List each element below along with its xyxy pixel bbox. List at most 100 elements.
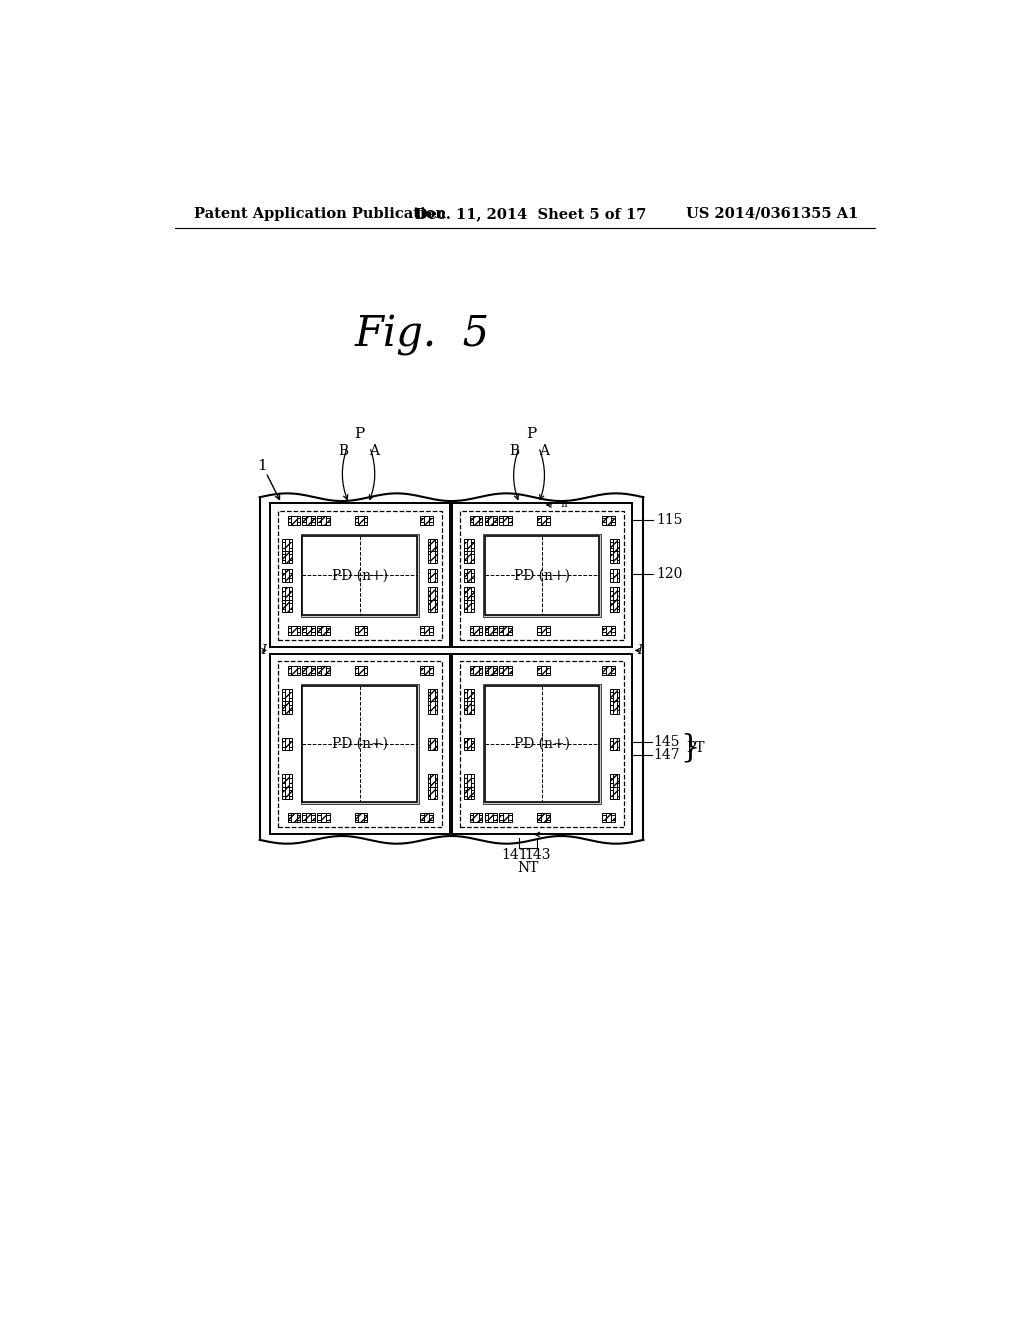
Bar [420,519,432,523]
Bar [285,569,289,582]
Bar [470,816,482,820]
Bar [283,689,292,701]
Bar [464,587,474,599]
Bar [606,516,611,525]
Bar [430,775,434,787]
Bar [503,626,508,635]
Bar [610,587,620,599]
Bar [291,516,297,525]
Bar [283,599,292,612]
Bar [602,626,614,635]
Bar [538,816,550,820]
Bar [278,661,442,826]
Bar [464,573,474,578]
Bar [464,775,474,787]
Bar [317,668,330,672]
Bar [283,701,292,714]
Bar [430,689,434,701]
Bar [317,516,330,525]
Bar [285,738,289,750]
Bar [283,603,292,609]
Bar [487,665,494,675]
Bar [610,539,620,552]
Bar [291,665,297,675]
Bar [285,775,289,787]
Bar [306,665,311,675]
Bar [428,569,437,582]
Text: PD (n+): PD (n+) [514,569,569,582]
Text: Fig.  5: Fig. 5 [355,314,490,356]
Bar [302,626,314,635]
Bar [483,535,601,616]
Bar [430,552,434,564]
Bar [464,701,474,714]
Bar [503,516,508,525]
Bar [610,775,620,787]
Bar [355,665,368,675]
Bar [302,536,417,615]
Bar [283,775,292,787]
Text: PT: PT [686,742,705,755]
Bar [321,626,326,635]
Bar [470,516,482,525]
Bar [302,628,314,632]
Bar [358,813,365,822]
Bar [500,626,512,635]
Bar [283,791,292,796]
Bar [283,569,292,582]
Bar [428,791,437,796]
Bar [355,668,368,672]
Bar [321,516,326,525]
Text: PD (n+): PD (n+) [332,569,388,582]
Bar [610,689,620,701]
Bar [503,665,508,675]
Bar [291,626,297,635]
Text: I: I [637,644,642,657]
Bar [467,587,471,599]
Bar [467,552,471,564]
Bar [288,668,300,672]
Bar [500,816,512,820]
Bar [610,554,620,560]
Bar [283,787,292,799]
Bar [321,665,326,675]
Bar [484,626,497,635]
Text: Dec. 11, 2014  Sheet 5 of 17: Dec. 11, 2014 Sheet 5 of 17 [415,207,646,220]
Bar [283,742,292,747]
Bar [464,543,474,548]
Bar [602,816,614,820]
Bar [428,775,437,787]
Bar [612,787,616,799]
Bar [285,689,289,701]
Text: 141: 141 [502,849,528,862]
Bar [464,777,474,783]
Bar [470,668,482,672]
Text: 115: 115 [656,513,683,527]
Bar [612,599,616,612]
Bar [317,626,330,635]
Bar [302,816,314,820]
Bar [464,689,474,701]
Bar [610,599,620,612]
Bar [470,665,482,675]
Bar [270,503,450,647]
Bar [538,668,550,672]
Text: 145: 145 [653,735,680,748]
Bar [428,705,437,710]
Bar [484,686,599,803]
Bar [464,552,474,564]
Bar [321,813,326,822]
Bar [602,628,614,632]
Text: }: } [680,733,699,764]
Bar [484,668,497,672]
Bar [473,626,479,635]
Bar [610,738,620,750]
Bar [355,816,368,820]
Bar [428,554,437,560]
Text: II: II [560,500,568,510]
Bar [460,511,624,640]
Bar [602,519,614,523]
Bar [428,738,437,750]
Bar [302,519,314,523]
Bar [424,813,429,822]
